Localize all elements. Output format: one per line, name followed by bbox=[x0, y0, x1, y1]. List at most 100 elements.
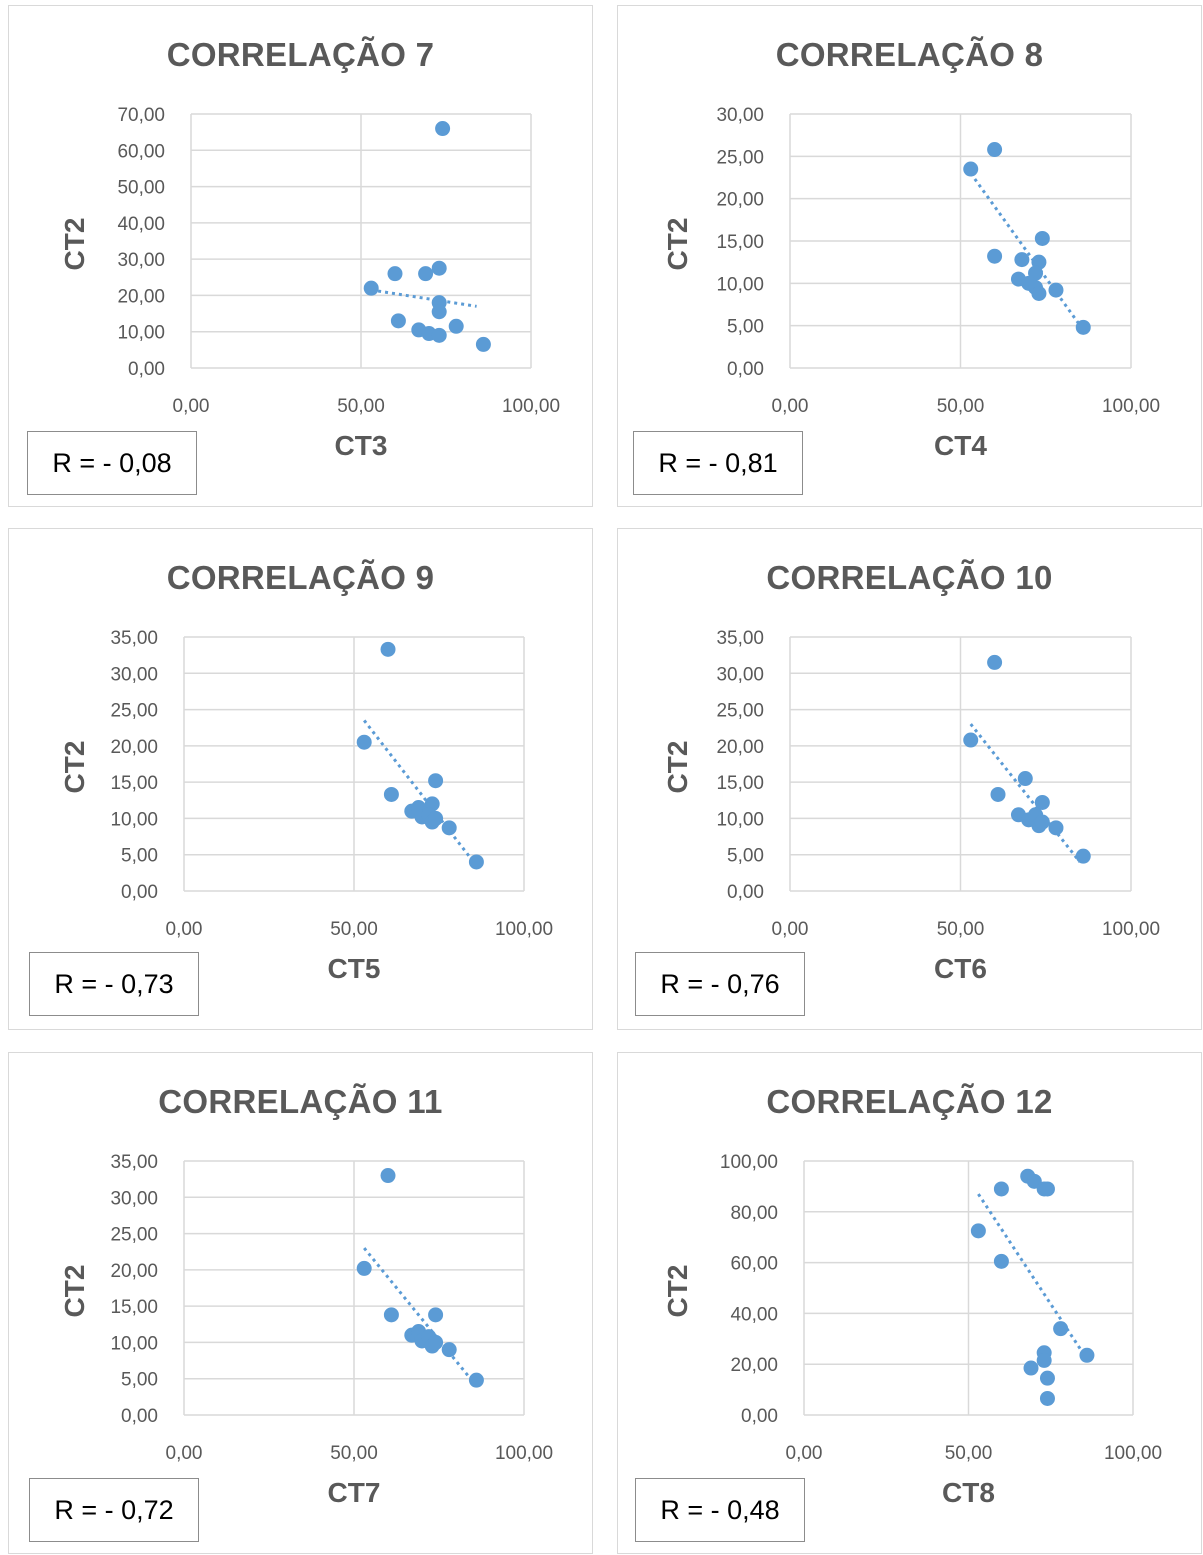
y-tick-label: 25,00 bbox=[716, 147, 764, 168]
x-tick-label: 100,00 bbox=[495, 919, 553, 940]
trendline bbox=[977, 1193, 1089, 1360]
data-point bbox=[431, 327, 447, 343]
data-point bbox=[1031, 285, 1047, 301]
y-tick-label: 60,00 bbox=[117, 141, 165, 162]
x-tick-label: 100,00 bbox=[1102, 396, 1160, 417]
y-tick-label: 35,00 bbox=[110, 628, 158, 649]
y-tick-label: 10,00 bbox=[716, 809, 764, 830]
x-tick-label: 100,00 bbox=[502, 396, 560, 417]
y-axis-label: CT2 bbox=[662, 217, 693, 271]
data-point bbox=[1036, 1352, 1052, 1368]
data-point bbox=[1017, 771, 1033, 787]
y-tick-label: 10,00 bbox=[110, 1333, 158, 1354]
data-point bbox=[1048, 282, 1064, 298]
data-point bbox=[380, 1168, 396, 1184]
x-axis-label: CT6 bbox=[934, 953, 987, 984]
y-tick-label: 0,00 bbox=[121, 882, 158, 903]
scatter-plot: 0,00 5,00 10,00 15,00 20,00 25,00 30,00 35,00 0,… bbox=[716, 628, 1160, 940]
y-tick-label: 25,00 bbox=[110, 701, 158, 722]
correlation-r-box: R = - 0,76 bbox=[635, 952, 805, 1016]
data-point bbox=[441, 820, 457, 836]
data-point bbox=[431, 304, 447, 320]
x-tick-label: 0,00 bbox=[173, 396, 210, 417]
data-point bbox=[380, 641, 396, 657]
y-axis-label: CT2 bbox=[59, 1264, 90, 1318]
chart-panel: 0,00 5,00 10,00 15,00 20,00 25,00 30,00 0,00 50,… bbox=[617, 5, 1202, 507]
data-point bbox=[468, 1372, 484, 1388]
y-tick-label: 30,00 bbox=[716, 105, 764, 126]
y-tick-label: 10,00 bbox=[117, 323, 165, 344]
x-tick-label: 50,00 bbox=[937, 919, 985, 940]
y-tick-label: 40,00 bbox=[117, 214, 165, 235]
correlation-r-box: R = - 0,48 bbox=[635, 1478, 805, 1542]
chart-title: CORRELAÇÃO 10 bbox=[766, 559, 1053, 596]
y-tick-label: 20,00 bbox=[110, 1261, 158, 1282]
y-tick-label: 30,00 bbox=[716, 664, 764, 685]
data-point bbox=[428, 1307, 444, 1323]
correlation-r-box: R = - 0,72 bbox=[29, 1478, 199, 1542]
x-tick-label: 50,00 bbox=[330, 919, 378, 940]
data-point bbox=[356, 1260, 372, 1276]
data-point bbox=[448, 318, 464, 334]
x-tick-label: 0,00 bbox=[772, 919, 809, 940]
data-point bbox=[1053, 1321, 1069, 1337]
data-point bbox=[987, 654, 1003, 670]
data-point bbox=[441, 1342, 457, 1358]
chart-title: CORRELAÇÃO 9 bbox=[166, 559, 435, 596]
y-tick-label: 10,00 bbox=[110, 809, 158, 830]
data-point bbox=[387, 266, 403, 282]
trendline bbox=[363, 1247, 478, 1387]
trendline bbox=[370, 288, 477, 308]
data-point bbox=[468, 854, 484, 870]
y-tick-label: 30,00 bbox=[110, 664, 158, 685]
x-tick-label: 100,00 bbox=[495, 1443, 553, 1464]
data-point bbox=[363, 280, 379, 296]
y-axis-label: CT2 bbox=[662, 1264, 693, 1318]
data-point bbox=[963, 732, 979, 748]
x-axis-label: CT3 bbox=[334, 430, 388, 461]
x-tick-label: 0,00 bbox=[772, 396, 809, 417]
scatter-plot: 0,00 5,00 10,00 15,00 20,00 25,00 30,00 35,00 0,… bbox=[110, 1152, 553, 1464]
data-point bbox=[1039, 1370, 1055, 1386]
scatter-plot: 0,00 5,00 10,00 15,00 20,00 25,00 30,00 35,00 0,… bbox=[110, 628, 553, 940]
y-tick-label: 25,00 bbox=[716, 701, 764, 722]
data-point bbox=[993, 1181, 1009, 1197]
data-point bbox=[990, 786, 1006, 802]
y-tick-label: 30,00 bbox=[117, 250, 165, 271]
chart-title: CORRELAÇÃO 8 bbox=[775, 36, 1044, 73]
data-point bbox=[1075, 848, 1091, 864]
y-tick-label: 70,00 bbox=[117, 105, 165, 126]
y-tick-label: 15,00 bbox=[716, 232, 764, 253]
data-point bbox=[993, 1253, 1009, 1269]
y-tick-label: 5,00 bbox=[121, 1370, 158, 1391]
x-tick-label: 50,00 bbox=[330, 1443, 378, 1464]
data-point bbox=[435, 121, 451, 137]
data-point bbox=[428, 810, 444, 826]
data-point bbox=[1039, 1181, 1055, 1197]
y-tick-label: 0,00 bbox=[727, 882, 764, 903]
data-point bbox=[1034, 794, 1050, 810]
data-point bbox=[431, 260, 447, 276]
data-point bbox=[1014, 252, 1030, 268]
data-point bbox=[475, 336, 491, 352]
y-tick-label: 40,00 bbox=[730, 1304, 778, 1325]
x-axis-label: CT4 bbox=[934, 430, 987, 461]
chart-panel: 0,00 10,00 20,00 30,00 40,00 50,00 60,00 70,00 0… bbox=[8, 5, 593, 507]
y-tick-label: 20,00 bbox=[730, 1355, 778, 1376]
x-axis-label: CT8 bbox=[942, 1477, 995, 1508]
data-point bbox=[1039, 1390, 1055, 1406]
y-tick-label: 15,00 bbox=[110, 1297, 158, 1318]
x-tick-label: 100,00 bbox=[1102, 919, 1160, 940]
y-axis-label: CT2 bbox=[59, 740, 90, 794]
scatter-plot: 0,00 5,00 10,00 15,00 20,00 25,00 30,00 0,00 50,… bbox=[716, 105, 1160, 417]
correlation-r-box: R = - 0,08 bbox=[27, 431, 197, 495]
y-tick-label: 0,00 bbox=[121, 1406, 158, 1427]
y-tick-label: 80,00 bbox=[730, 1203, 778, 1224]
scatter-plot: 0,00 20,00 40,00 60,00 80,00 100,00 0,00 50,00 1… bbox=[720, 1152, 1162, 1464]
chart-title: CORRELAÇÃO 11 bbox=[158, 1083, 443, 1120]
y-tick-label: 5,00 bbox=[121, 846, 158, 867]
y-tick-label: 15,00 bbox=[716, 773, 764, 794]
data-point bbox=[987, 142, 1003, 158]
y-tick-label: 20,00 bbox=[716, 190, 764, 211]
data-point bbox=[383, 1307, 399, 1323]
